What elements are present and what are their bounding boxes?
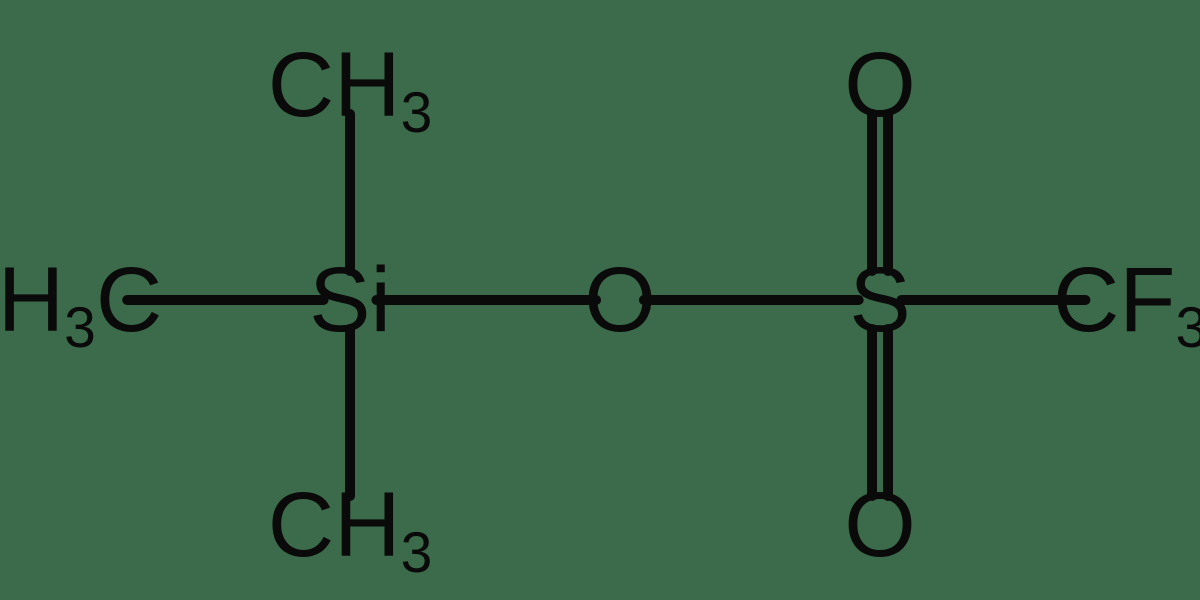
atom-o_top: O [844,39,916,131]
atom-ch3_top: CH3 [268,39,433,131]
atom-o_center: O [584,254,656,346]
atom-ch3_bottom: CH3 [268,479,433,571]
atom-si: Si [309,254,391,346]
atom-s: S [849,254,910,346]
atom-cf3: CF3 [1053,254,1200,346]
chemical-structure-diagram: H3C CH3 Si CH3 O O S O CF3 [0,0,1200,600]
atom-h3c_left: H3C [0,254,162,346]
atom-o_bottom: O [844,479,916,571]
